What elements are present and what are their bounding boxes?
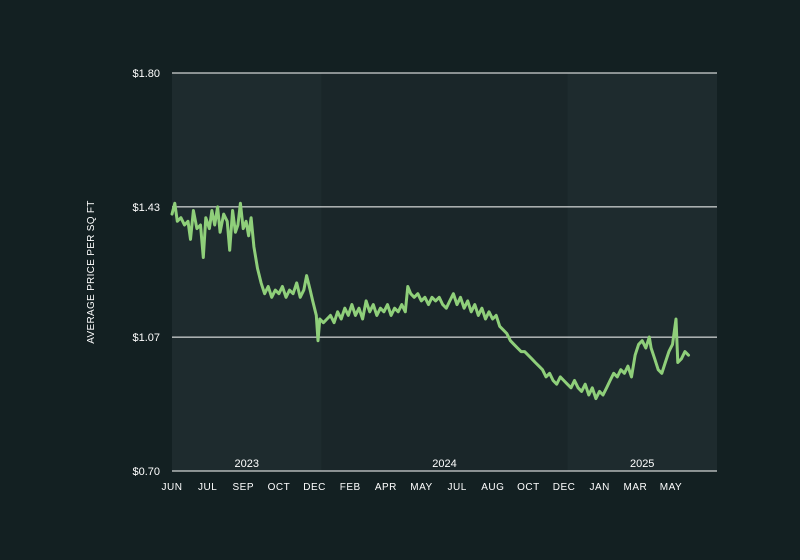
x-tick-label: OCT [517,482,540,493]
gridlines [172,72,717,472]
y-tick-labels: $0.70 $1.07 $1.43 $1.80 [132,68,160,478]
x-tick-label: MAR [623,482,647,493]
year-label: 2023 [235,458,259,470]
x-tick-label: DEC [553,482,576,493]
y-tick-label: $1.80 [132,68,160,80]
x-tick-label: JUN [162,482,183,493]
x-tick-label: FEB [340,482,361,493]
x-tick-label: MAY [660,482,682,493]
x-tick-label: JUL [447,482,466,493]
price-line [170,201,690,401]
year-band-2025 [567,73,717,471]
x-tick-label: DEC [303,482,326,493]
x-tick-label: SEP [233,482,255,493]
x-tick-label: OCT [268,482,291,493]
x-tick-label: MAY [410,482,432,493]
year-labels: 2023 2024 2025 [235,458,655,470]
year-label: 2025 [630,458,654,470]
y-axis-label: AVERAGE PRICE PER SQ FT [86,200,97,343]
year-band-2024 [321,73,568,471]
year-bands [172,73,717,471]
y-tick-label: $0.70 [132,466,160,478]
x-tick-label: AUG [481,482,504,493]
y-tick-label: $1.43 [132,202,160,214]
x-tick-label: JAN [590,482,610,493]
x-tick-label: JUL [198,482,217,493]
x-tick-label: APR [375,482,397,493]
y-tick-label: $1.07 [132,332,160,344]
x-tick-labels: JUN JUL SEP OCT DEC FEB APR MAY JUL AUG OCT DEC JAN M… [162,482,682,493]
year-label: 2024 [432,458,456,470]
year-band-2023 [172,73,322,471]
